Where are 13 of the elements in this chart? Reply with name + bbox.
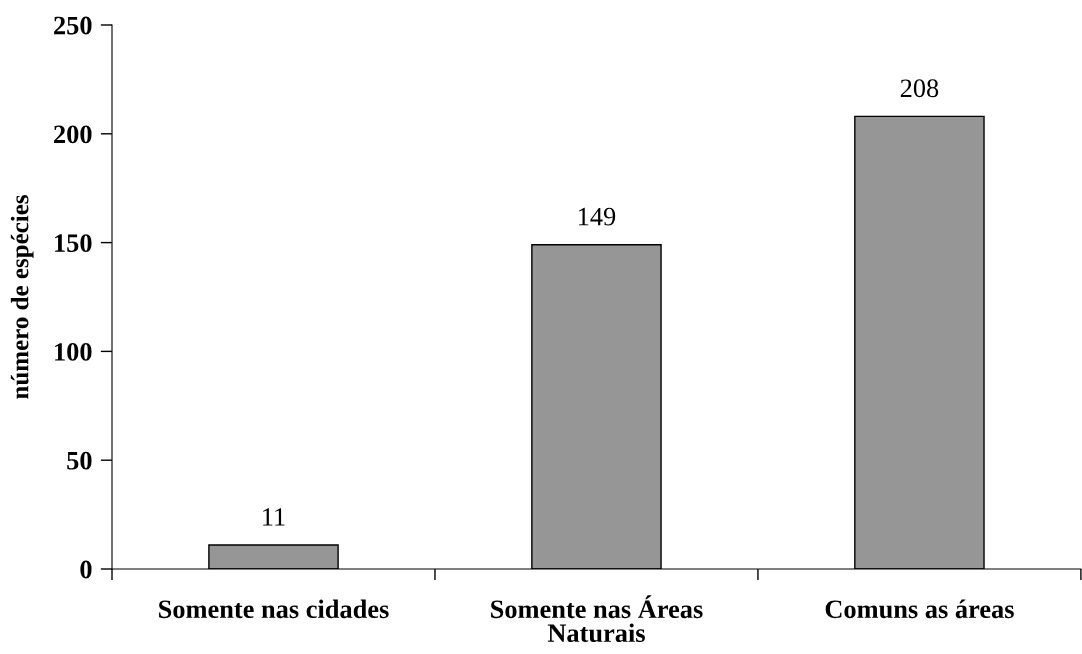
x-tick-label: Comuns as áreas	[825, 599, 1014, 619]
y-tick-label: 0	[80, 560, 92, 579]
data-label: 149	[578, 207, 616, 226]
y-axis-title: número de espécies	[10, 195, 34, 399]
data-label: 11	[263, 508, 285, 526]
x-tick-label: Somente nas cidades	[159, 599, 389, 619]
y-tick-label: 50	[67, 451, 92, 470]
y-tick-label: 150	[55, 234, 92, 253]
y-tick-label: 200	[54, 125, 92, 144]
y-tick-label: 100	[55, 343, 92, 361]
data-label: 208	[900, 79, 939, 98]
y-tick-label: 250	[54, 16, 92, 35]
x-tick-label: Somente nas Áreas Naturais	[491, 595, 703, 643]
